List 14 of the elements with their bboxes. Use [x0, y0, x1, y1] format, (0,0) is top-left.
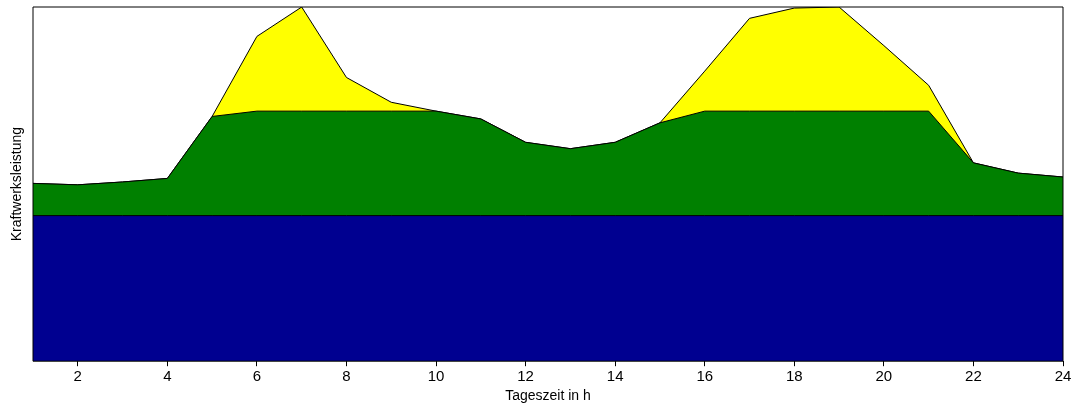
x-tick-label: 22	[965, 367, 982, 385]
x-tick-label: 8	[342, 367, 351, 385]
x-tick-label: 14	[606, 367, 624, 385]
x-tick-label: 12	[517, 367, 534, 385]
x-tick-label: 2	[73, 367, 82, 385]
x-tick-label: 16	[696, 367, 714, 385]
y-axis-title: Kraftwerksleistung	[7, 126, 24, 242]
x-tick-label: 24	[1054, 367, 1072, 385]
x-axis-title: Tageszeit in h	[505, 387, 591, 404]
x-tick-label: 18	[785, 367, 803, 385]
x-tick-label: 4	[163, 367, 172, 385]
x-tick-label: 6	[252, 367, 262, 385]
x-tick-label: 20	[875, 367, 893, 385]
x-tick-label: 10	[427, 367, 445, 385]
